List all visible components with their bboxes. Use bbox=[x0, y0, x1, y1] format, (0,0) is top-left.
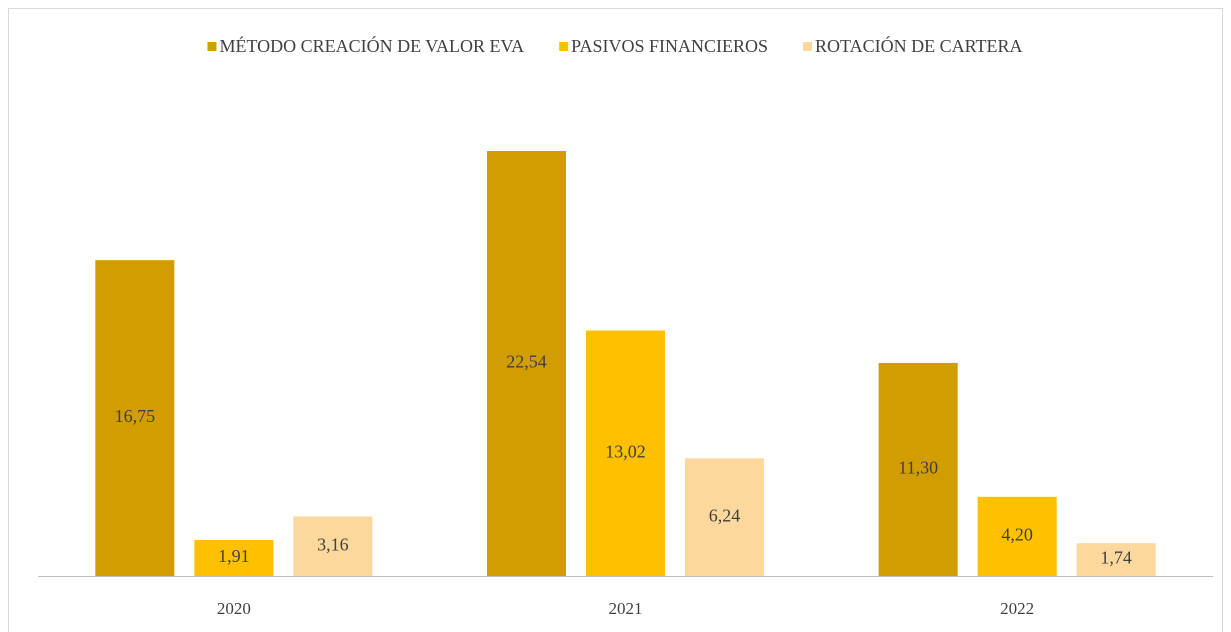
data-label: 3,16 bbox=[317, 534, 349, 554]
x-tick-label: 2020 bbox=[217, 599, 251, 618]
bar bbox=[685, 458, 764, 576]
data-label: 4,20 bbox=[1001, 525, 1033, 545]
x-tick-label: 2021 bbox=[609, 599, 643, 618]
bar bbox=[194, 539, 274, 576]
legend-swatch bbox=[559, 42, 569, 51]
legend-label: ROTACIÓN DE CARTERA bbox=[815, 35, 1022, 56]
legend-label: PASIVOS FINANCIEROS bbox=[571, 36, 768, 56]
data-label: 6,24 bbox=[709, 505, 741, 525]
data-label: 1,74 bbox=[1100, 548, 1132, 568]
bar bbox=[586, 330, 665, 576]
legend-swatch bbox=[207, 42, 217, 51]
legend-swatch bbox=[803, 42, 813, 51]
x-tick-label: 2022 bbox=[1000, 599, 1034, 618]
bar bbox=[487, 151, 566, 576]
legend-label: MÉTODO CREACIÓN DE VALOR EVA bbox=[219, 35, 524, 56]
bar bbox=[977, 496, 1057, 576]
data-label: 16,75 bbox=[115, 406, 156, 426]
data-label: 11,30 bbox=[898, 458, 938, 478]
bar bbox=[878, 362, 958, 576]
data-label: 1,91 bbox=[218, 546, 250, 566]
data-label: 22,54 bbox=[506, 352, 547, 372]
bar bbox=[1076, 543, 1156, 576]
bar bbox=[95, 260, 175, 576]
data-label: 13,02 bbox=[605, 441, 646, 461]
bar bbox=[293, 516, 373, 576]
